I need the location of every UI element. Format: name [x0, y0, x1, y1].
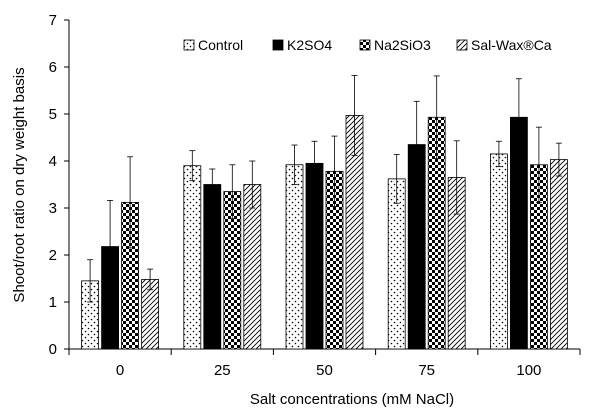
- bar: [550, 159, 568, 350]
- legend-label: Na2SiO3: [374, 37, 431, 53]
- y-tick-label: 1: [49, 294, 57, 311]
- y-tick-label: 4: [49, 153, 57, 170]
- legend-swatch: [359, 39, 371, 51]
- y-tick-label: 3: [49, 200, 57, 217]
- x-tick-label: 25: [214, 362, 231, 379]
- tick-labels: 0 1 2 3 4 5 6 7 0 25 50 75 100: [49, 12, 542, 379]
- plot-area: [64, 19, 581, 355]
- legend: Control K2SO4 Na2SiO3 Sal-Wax®Ca: [183, 37, 552, 53]
- legend-swatch: [456, 39, 468, 51]
- y-tick-label: 5: [49, 106, 57, 123]
- bar: [489, 153, 508, 350]
- bar: [203, 184, 222, 350]
- y-axis-title: Shoot/root ratio on dry weight basis: [11, 67, 28, 302]
- y-tick-label: 2: [49, 247, 57, 264]
- x-tick-label: 50: [316, 362, 333, 379]
- y-tick-label: 6: [49, 59, 57, 76]
- y-tick-label: 0: [49, 341, 57, 358]
- legend-label: Sal-Wax®Ca: [471, 37, 552, 53]
- y-tick-label: 7: [49, 12, 57, 29]
- x-tick-label: 100: [516, 362, 541, 379]
- legend-label: Control: [198, 37, 243, 53]
- x-tick-label: 75: [418, 362, 435, 379]
- bar: [243, 184, 262, 350]
- x-tick-label: 0: [116, 362, 124, 379]
- bar: [305, 162, 324, 350]
- x-axis-title: Salt concentrations (mM NaCl): [250, 391, 454, 408]
- legend-swatch: [183, 39, 195, 51]
- bar: [387, 178, 406, 350]
- legend-label: K2SO4: [287, 37, 332, 53]
- bar: [285, 164, 304, 350]
- bar: [183, 165, 202, 350]
- legend-swatch: [272, 39, 284, 51]
